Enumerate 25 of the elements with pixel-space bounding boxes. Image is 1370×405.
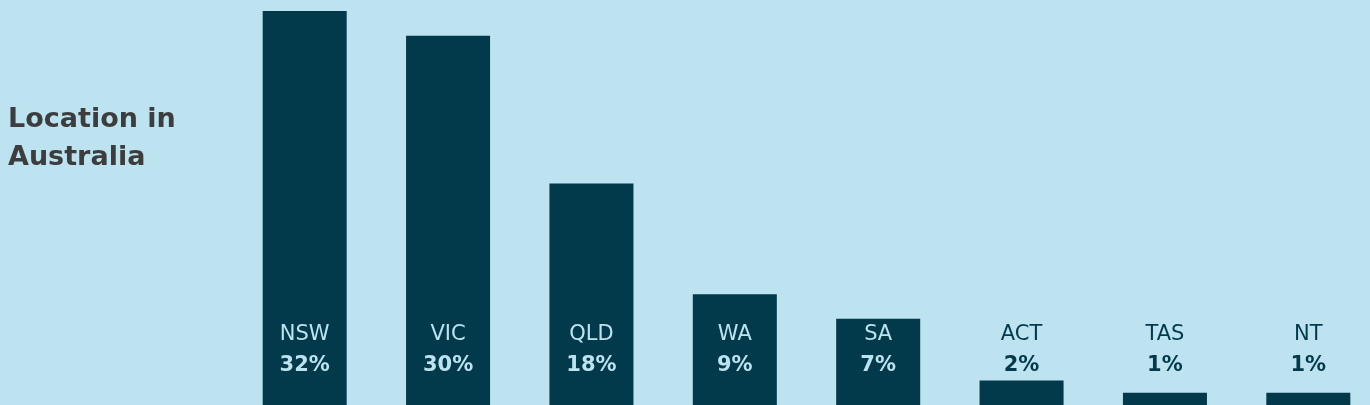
data-label: 1% — [1147, 352, 1183, 377]
bar — [262, 11, 347, 405]
x-tick-label: VIC — [430, 321, 466, 346]
bar — [979, 380, 1064, 405]
x-tick-label: ACT — [1000, 321, 1043, 346]
data-label: 18% — [566, 352, 617, 377]
bar — [1266, 392, 1351, 405]
x-tick-label: WA — [717, 321, 753, 346]
x-tick-label: NSW — [279, 321, 330, 346]
text: Location in Australia — [8, 101, 177, 173]
x-tick-label: QLD — [569, 321, 614, 346]
data-label: 32% — [279, 352, 330, 377]
x-tick-label: SA — [864, 321, 893, 346]
bar — [692, 294, 777, 405]
x-tick-label: TAS — [1144, 321, 1185, 346]
data-label: 1% — [1290, 352, 1327, 377]
data-label: 7% — [860, 352, 897, 377]
data-label: 2% — [1003, 352, 1040, 377]
bar — [1122, 392, 1207, 405]
x-tick-label: NT — [1294, 321, 1323, 346]
data-label: 30% — [422, 352, 474, 377]
bar — [406, 35, 491, 405]
bar — [836, 318, 921, 405]
data-label: 9% — [716, 352, 753, 377]
bar — [549, 183, 634, 405]
